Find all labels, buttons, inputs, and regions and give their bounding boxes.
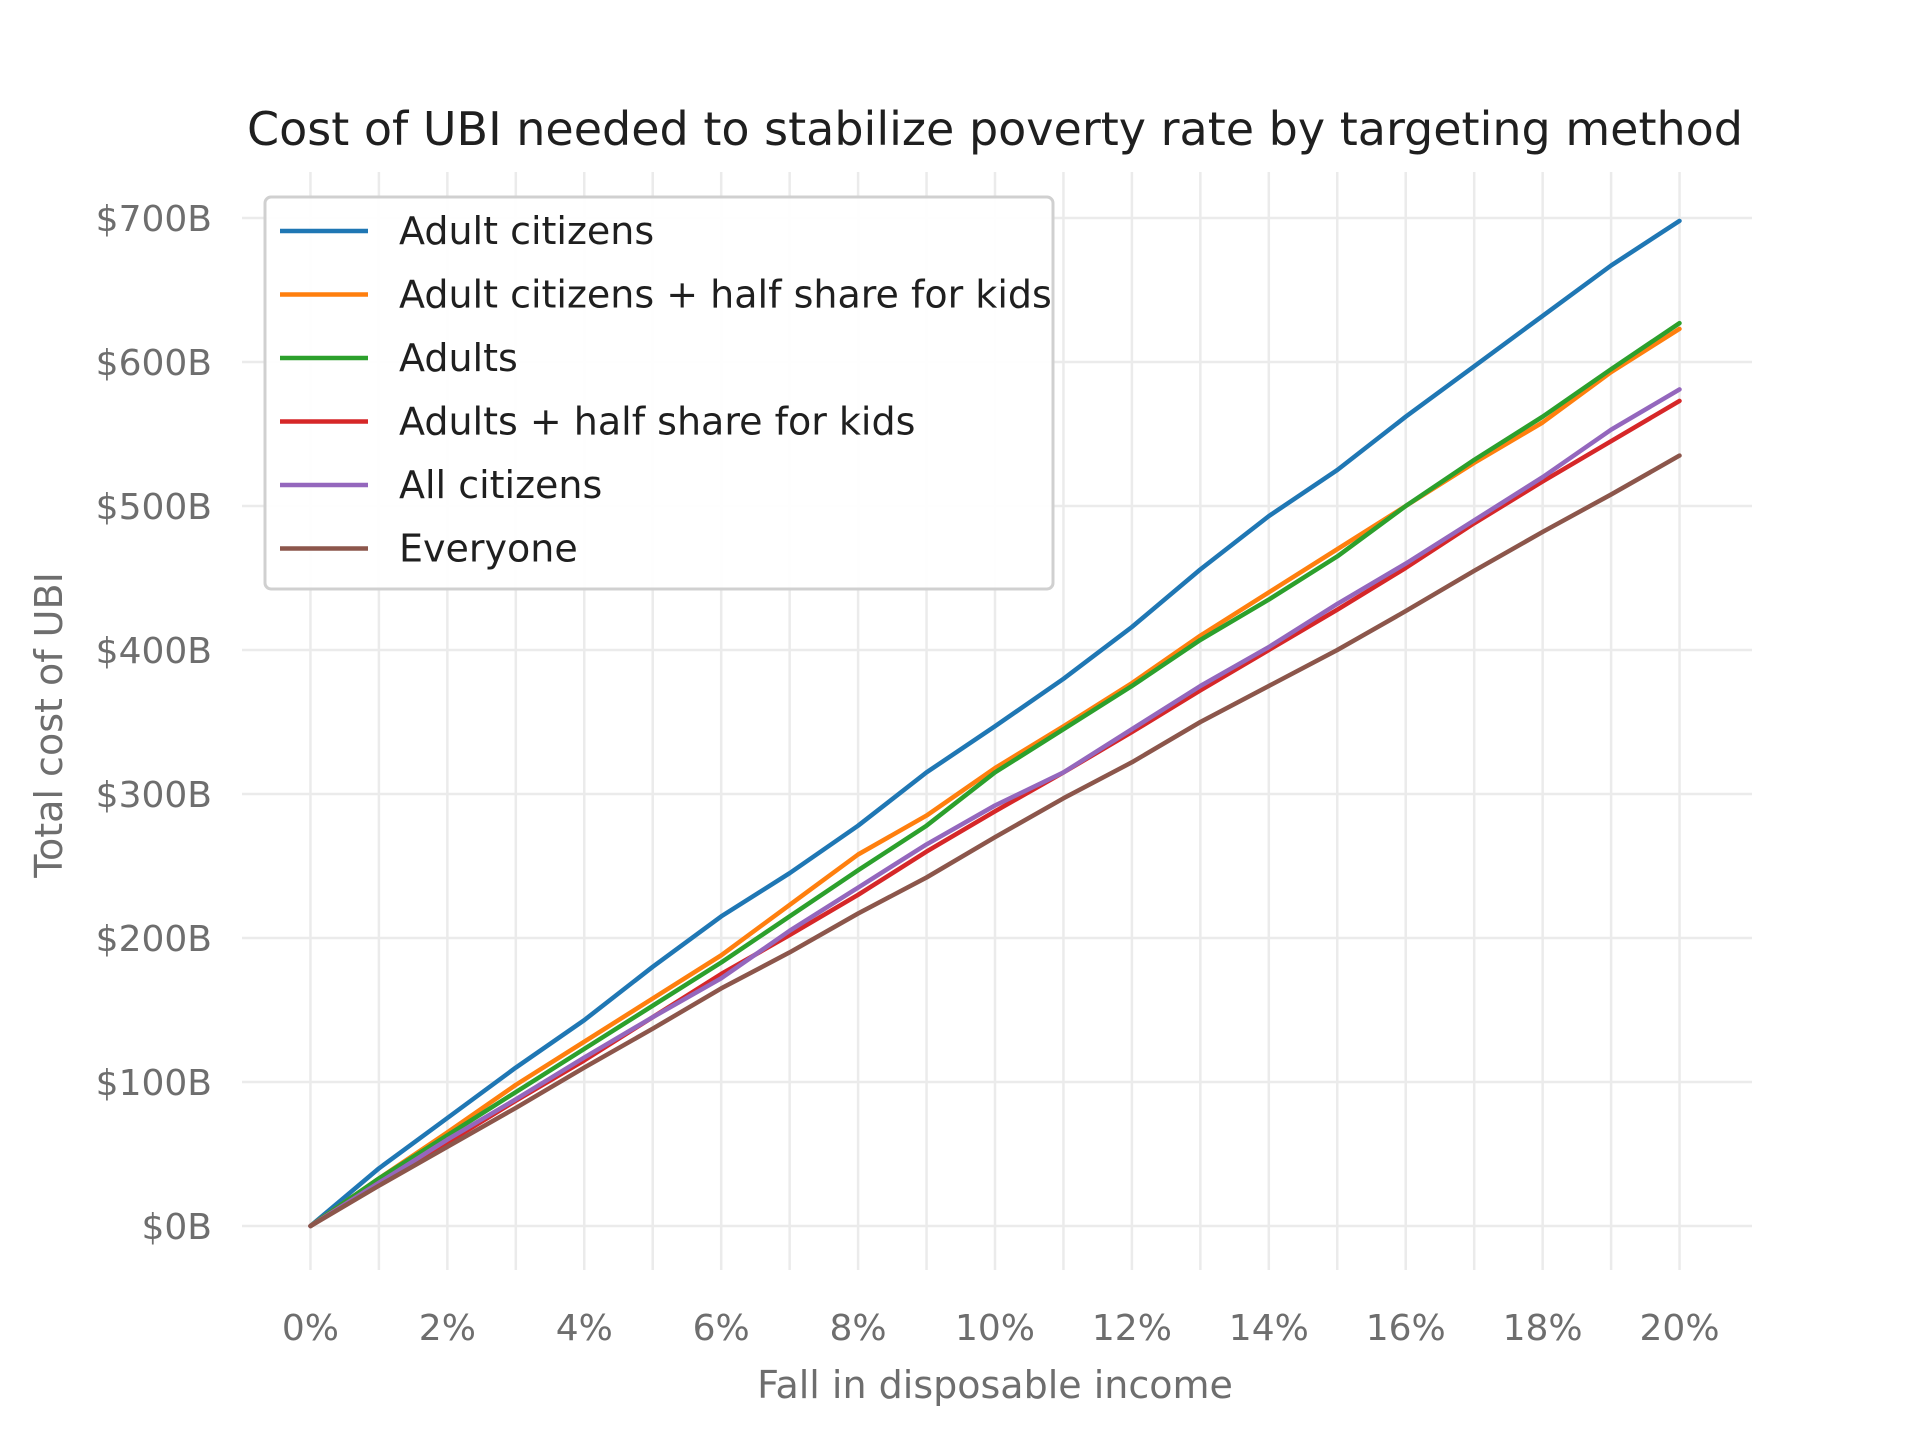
legend-box [263, 195, 1055, 591]
legend-label: Adults [399, 336, 518, 380]
legend-entry: Adults + half share for kids [280, 400, 915, 444]
x-tick-label: 16% [1366, 1308, 1446, 1349]
legend-label: All citizens [399, 463, 602, 507]
series-line-all-citizens [308, 387, 1682, 1229]
series-lines [308, 218, 1682, 1229]
x-tick-label: 0% [282, 1308, 339, 1349]
x-axis-label: Fall in disposable income [757, 1363, 1233, 1407]
legend-entry: Adult citizens + half share for kids [280, 273, 1052, 317]
y-axis-label: Total cost of UBI [27, 572, 71, 879]
x-tick-label: 20% [1640, 1308, 1720, 1349]
x-tick-label: 4% [556, 1308, 613, 1349]
legend-label: Adult citizens [399, 209, 654, 253]
y-tick-label: $0B [141, 1207, 212, 1248]
y-tick-label: $600B [96, 343, 212, 384]
x-tick-labels: 0% 2% 4% 6% 8% 10% 12% 14% 16% 18% 20% [282, 1308, 1720, 1349]
y-tick-label: $500B [96, 487, 212, 528]
y-tick-label: $400B [96, 631, 212, 672]
x-tick-label: 10% [955, 1308, 1035, 1349]
x-tick-label: 14% [1229, 1308, 1309, 1349]
series-line-adults [308, 320, 1682, 1229]
legend-label: Adult citizens + half share for kids [399, 273, 1052, 317]
x-tick-label: 2% [419, 1308, 476, 1349]
legend-entry: Everyone [280, 527, 578, 571]
legend-label: Adults + half share for kids [399, 400, 915, 444]
legend-entry: All citizens [280, 463, 602, 507]
y-tick-label: $700B [96, 199, 212, 240]
legend-label: Everyone [399, 527, 578, 571]
y-tick-labels: $0B $100B $200B $300B $400B $500B $600B $700B [96, 199, 212, 1248]
legend-entry: Adults [280, 336, 518, 380]
series-line-everyone [308, 453, 1682, 1229]
x-tick-label: 8% [830, 1308, 887, 1349]
y-tick-label: $300B [96, 775, 212, 816]
x-tick-label: 12% [1092, 1308, 1172, 1349]
series-line-adult-citizens [308, 218, 1682, 1229]
y-tick-label: $100B [96, 1063, 212, 1104]
legend: Adult citizens Adult citizens + half shar… [263, 195, 1055, 591]
chart-title: Cost of UBI needed to stabilize poverty … [247, 102, 1743, 156]
y-tick-label: $200B [96, 919, 212, 960]
legend-entry: Adult citizens [280, 209, 654, 253]
x-tick-label: 6% [693, 1308, 750, 1349]
x-tick-label: 18% [1503, 1308, 1583, 1349]
